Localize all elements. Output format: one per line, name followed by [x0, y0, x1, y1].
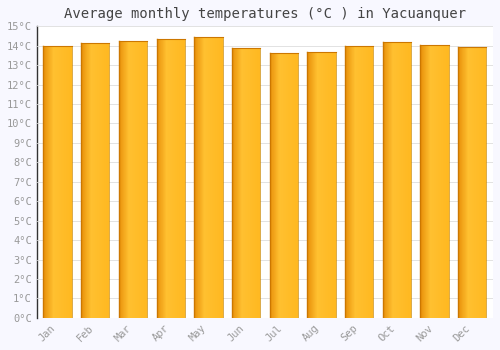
- Title: Average monthly temperatures (°C ) in Yacuanquer: Average monthly temperatures (°C ) in Ya…: [64, 7, 466, 21]
